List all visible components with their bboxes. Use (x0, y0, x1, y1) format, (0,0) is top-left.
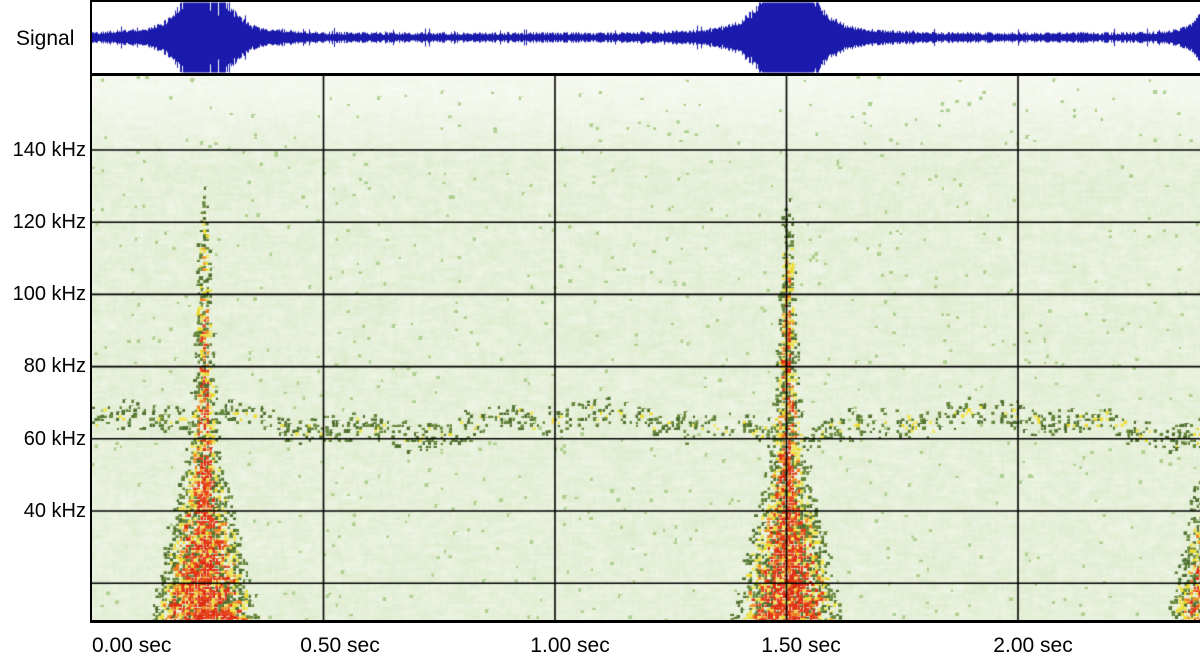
freq-tick-label-120: 120 kHz (12, 211, 86, 233)
freq-tick-label-80: 80 kHz (23, 355, 86, 377)
spectrogram-canvas (92, 76, 1200, 620)
freq-tick-label-40: 40 kHz (23, 500, 86, 522)
signal-axis-label: Signal (16, 27, 75, 50)
time-tick-label-050: 0.50 sec (300, 634, 380, 657)
freq-tick-label-140: 140 kHz (12, 139, 86, 161)
time-tick-label-200: 2.00 sec (993, 634, 1073, 657)
freq-tick-label-100: 100 kHz (12, 283, 86, 305)
time-tick-label-100: 1.00 sec (530, 634, 610, 657)
waveform-panel (90, 0, 1200, 73)
freq-tick-label-60: 60 kHz (23, 428, 86, 450)
time-tick-label-150: 1.50 sec (761, 634, 841, 657)
spectrogram-panel (90, 73, 1200, 623)
waveform-canvas (92, 2, 1200, 73)
time-tick-label-000: 0.00 sec (92, 634, 172, 657)
